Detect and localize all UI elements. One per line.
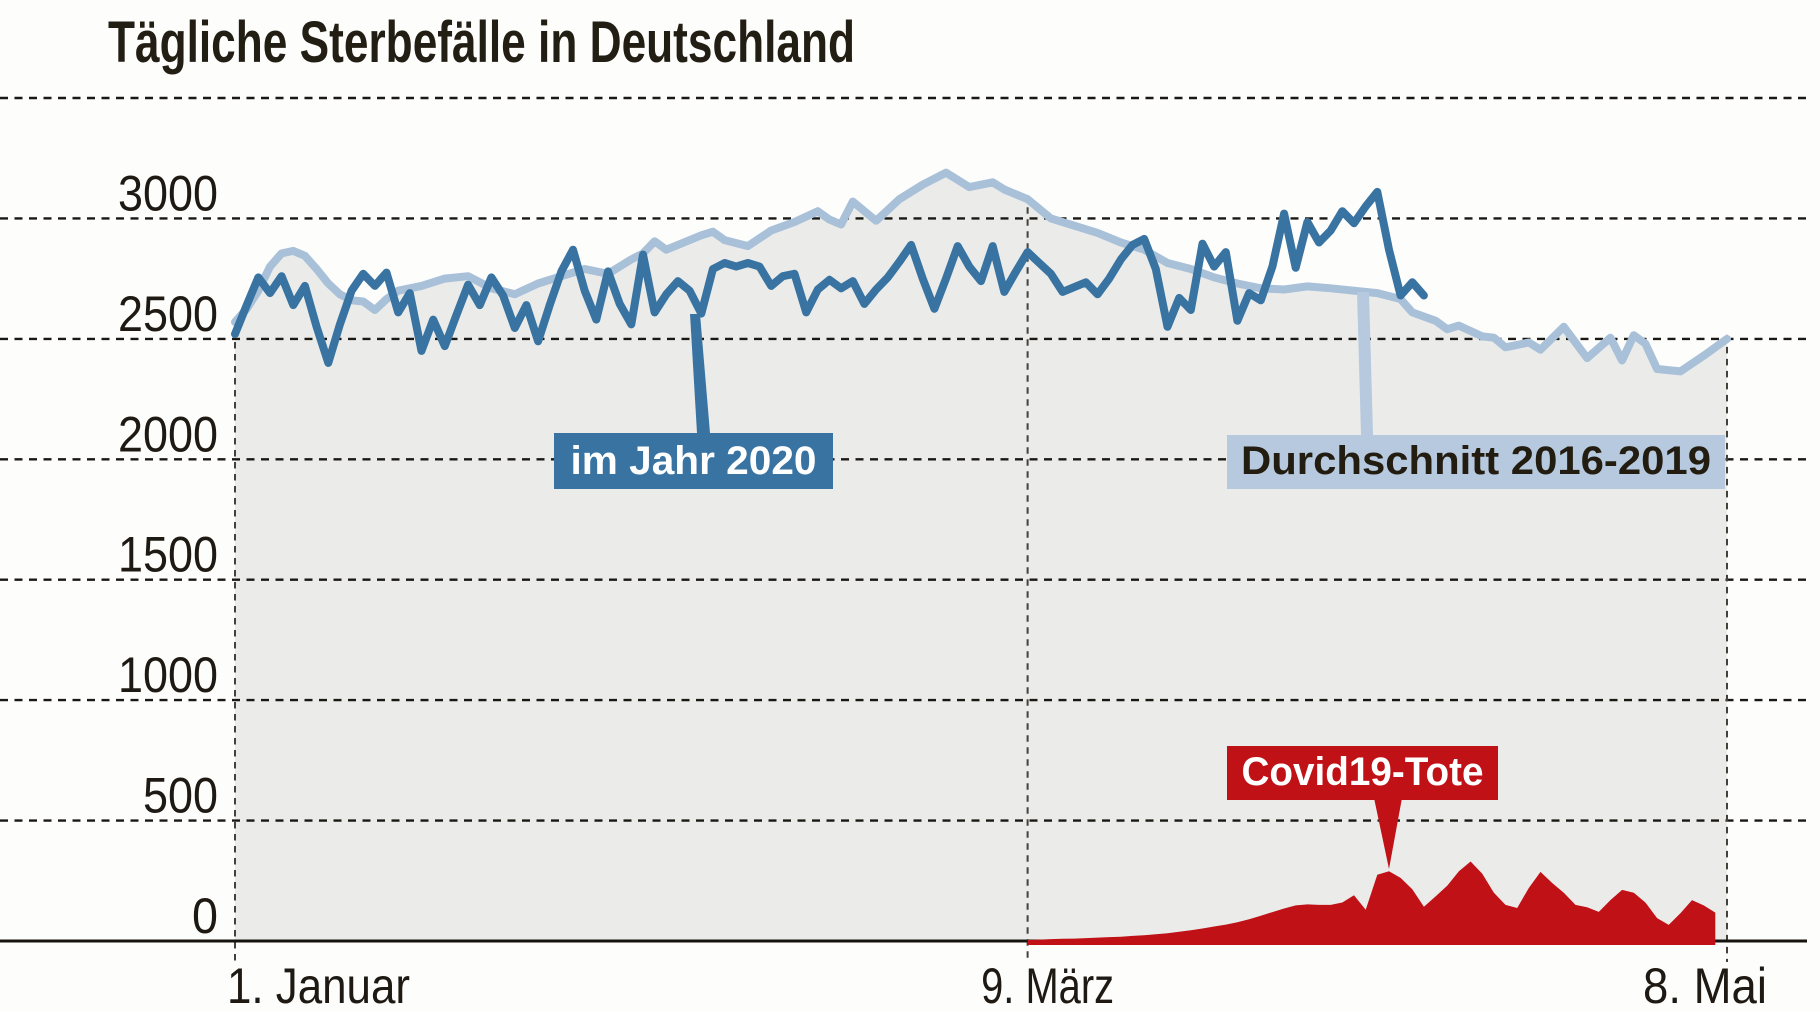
- x-axis-tick-labels: 1. Januar 9. März 8. Mai: [227, 958, 1767, 1012]
- year-2020-line: [231, 187, 1428, 367]
- covid-deaths-area-layer: [1027, 861, 1716, 945]
- x-tick-1: 9. März: [981, 958, 1114, 1012]
- y-tick-3000: 3000: [118, 165, 218, 221]
- data-lines-layer: [231, 168, 1731, 376]
- jahr2020-callout: [690, 314, 710, 433]
- annotation-callouts: [690, 292, 1402, 869]
- annotation-boxes: im Jahr 2020 Durchschnitt 2016-2019 Covid1…: [554, 433, 1725, 800]
- page-title: Tägliche Sterbefälle in Deutschland: [108, 10, 855, 75]
- covid-box: [1227, 746, 1498, 800]
- horizontal-gridlines: [0, 96, 1807, 822]
- durchschnitt-label: Durchschnitt 2016-2019: [1241, 439, 1711, 483]
- y-tick-1500: 1500: [118, 527, 218, 583]
- y-tick-500: 500: [143, 768, 218, 824]
- covid-callout: [1374, 798, 1402, 869]
- average-area-fill: [235, 172, 1727, 941]
- covid-label: Covid19-Tote: [1242, 750, 1484, 794]
- jahr2020-box: [554, 433, 833, 489]
- y-tick-2000: 2000: [118, 406, 218, 462]
- y-tick-1000: 1000: [118, 647, 218, 703]
- y-axis-tick-labels: 3000 2500 2000 1500 1000 500 0: [118, 165, 218, 944]
- y-tick-0: 0: [192, 888, 218, 944]
- vertical-date-gridlines: [234, 195, 1728, 962]
- chart-title-layer: Tägliche Sterbefälle in Deutschland: [108, 10, 855, 75]
- jahr2020-label: im Jahr 2020: [571, 439, 817, 483]
- durchschnitt-box: [1227, 435, 1725, 489]
- x-tick-2: 8. Mai: [1643, 958, 1767, 1012]
- y-tick-2500: 2500: [118, 286, 218, 342]
- x-tick-0: 1. Januar: [227, 958, 410, 1012]
- average-gray-area-layer: [235, 172, 1727, 941]
- covid-area-fill: [1027, 861, 1716, 945]
- durchschnitt-callout: [1357, 292, 1373, 435]
